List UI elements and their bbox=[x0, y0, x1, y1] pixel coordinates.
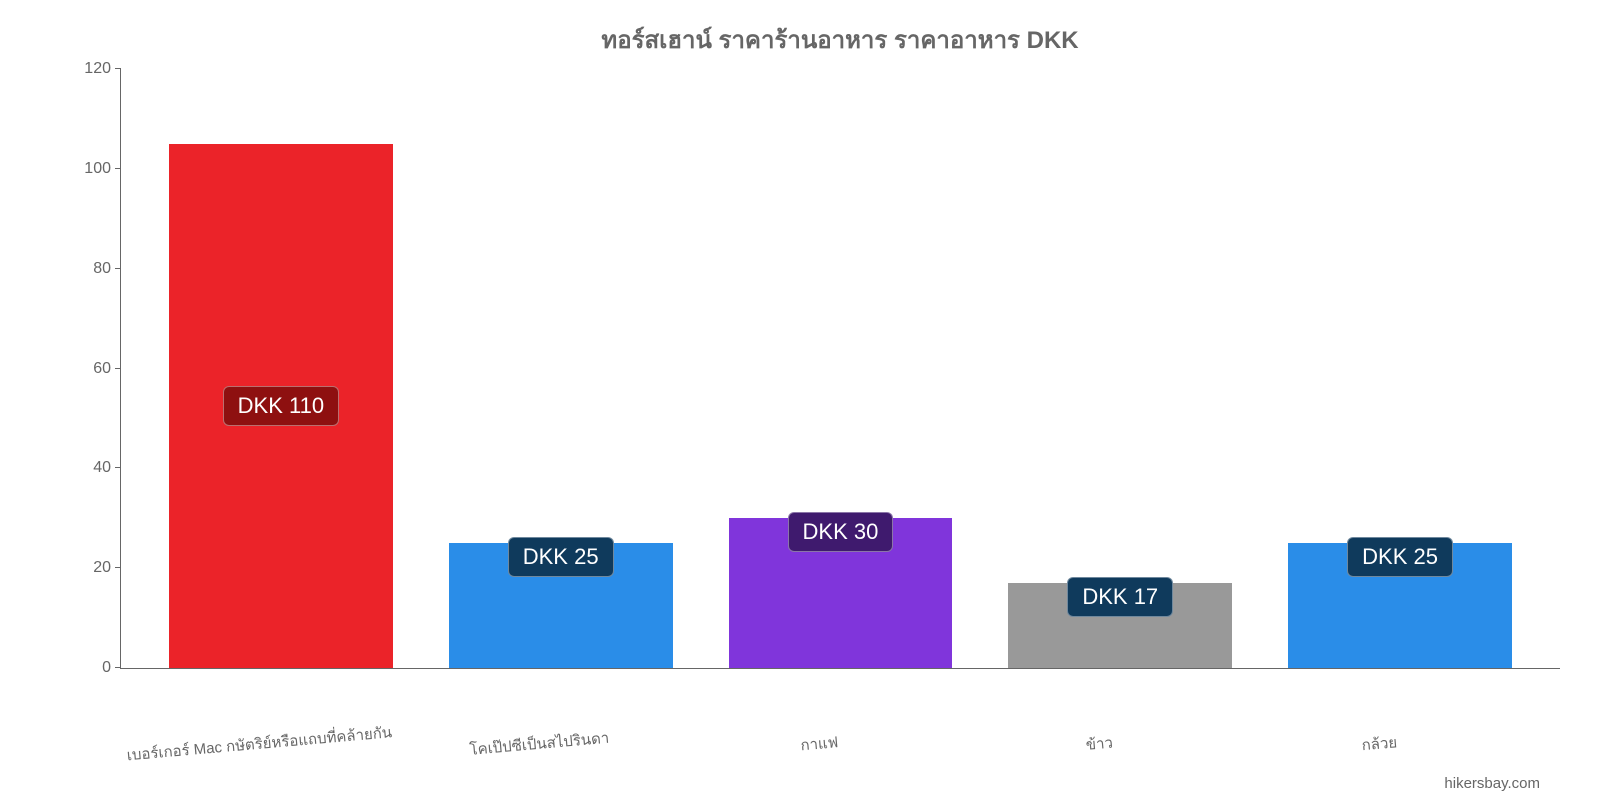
bar: DKK 25 bbox=[1288, 543, 1512, 668]
bar-value-label: DKK 25 bbox=[508, 537, 614, 577]
bar-slot: DKK 30 bbox=[701, 69, 981, 668]
bar-value-label: DKK 25 bbox=[1347, 537, 1453, 577]
x-axis-label: เบอร์เกอร์ Mac กษัตริย์หรือแถบที่คล้ายกั… bbox=[139, 718, 421, 782]
bar-slot: DKK 110 bbox=[141, 69, 421, 668]
bar-value-label: DKK 110 bbox=[223, 386, 339, 426]
y-tick-mark bbox=[115, 467, 121, 468]
bar: DKK 110 bbox=[169, 144, 393, 668]
bar-slot: DKK 25 bbox=[421, 69, 701, 668]
y-tick-label: 80 bbox=[71, 260, 111, 278]
y-axis: 020406080100120 bbox=[71, 69, 111, 668]
x-axis-label: กาแฟ bbox=[699, 718, 981, 782]
plot-area: 020406080100120 DKK 110DKK 25DKK 30DKK 1… bbox=[120, 69, 1560, 669]
chart-container: ทอร์สเฮาน์ ราคาร้านอาหาร ราคาอาหาร DKK 0… bbox=[0, 0, 1600, 800]
bar: DKK 25 bbox=[449, 543, 673, 668]
y-tick-label: 100 bbox=[71, 160, 111, 178]
x-axis-label: โคเป๊ปซีเป็นสไปรินดา bbox=[419, 718, 701, 782]
y-tick-mark bbox=[115, 168, 121, 169]
bar: DKK 30 bbox=[729, 518, 953, 668]
bar: DKK 17 bbox=[1008, 583, 1232, 668]
x-axis-label: กล้วย bbox=[1259, 718, 1541, 782]
bar-value-label: DKK 30 bbox=[788, 512, 894, 552]
attribution-text: hikersbay.com bbox=[1444, 775, 1540, 792]
y-tick-mark bbox=[115, 68, 121, 69]
y-tick-label: 60 bbox=[71, 360, 111, 378]
bars-area: DKK 110 DKK 25 DKK 30 DKK 17 DKK 25 bbox=[121, 69, 1560, 668]
y-tick-label: 20 bbox=[71, 559, 111, 577]
y-tick-mark bbox=[115, 268, 121, 269]
chart-title: ทอร์สเฮาน์ ราคาร้านอาหาร ราคาอาหาร DKK bbox=[120, 20, 1560, 59]
bar-value-label: DKK 17 bbox=[1067, 577, 1173, 617]
y-tick-label: 40 bbox=[71, 459, 111, 477]
y-tick-mark bbox=[115, 567, 121, 568]
bar-slot: DKK 17 bbox=[980, 69, 1260, 668]
x-axis: เบอร์เกอร์ Mac กษัตริย์หรือแถบที่คล้ายกั… bbox=[120, 730, 1560, 770]
y-tick-mark bbox=[115, 368, 121, 369]
y-tick-mark bbox=[115, 667, 121, 668]
y-tick-label: 120 bbox=[71, 60, 111, 78]
y-tick-label: 0 bbox=[71, 659, 111, 677]
bar-slot: DKK 25 bbox=[1260, 69, 1540, 668]
x-axis-label: ข้าว bbox=[979, 718, 1261, 782]
